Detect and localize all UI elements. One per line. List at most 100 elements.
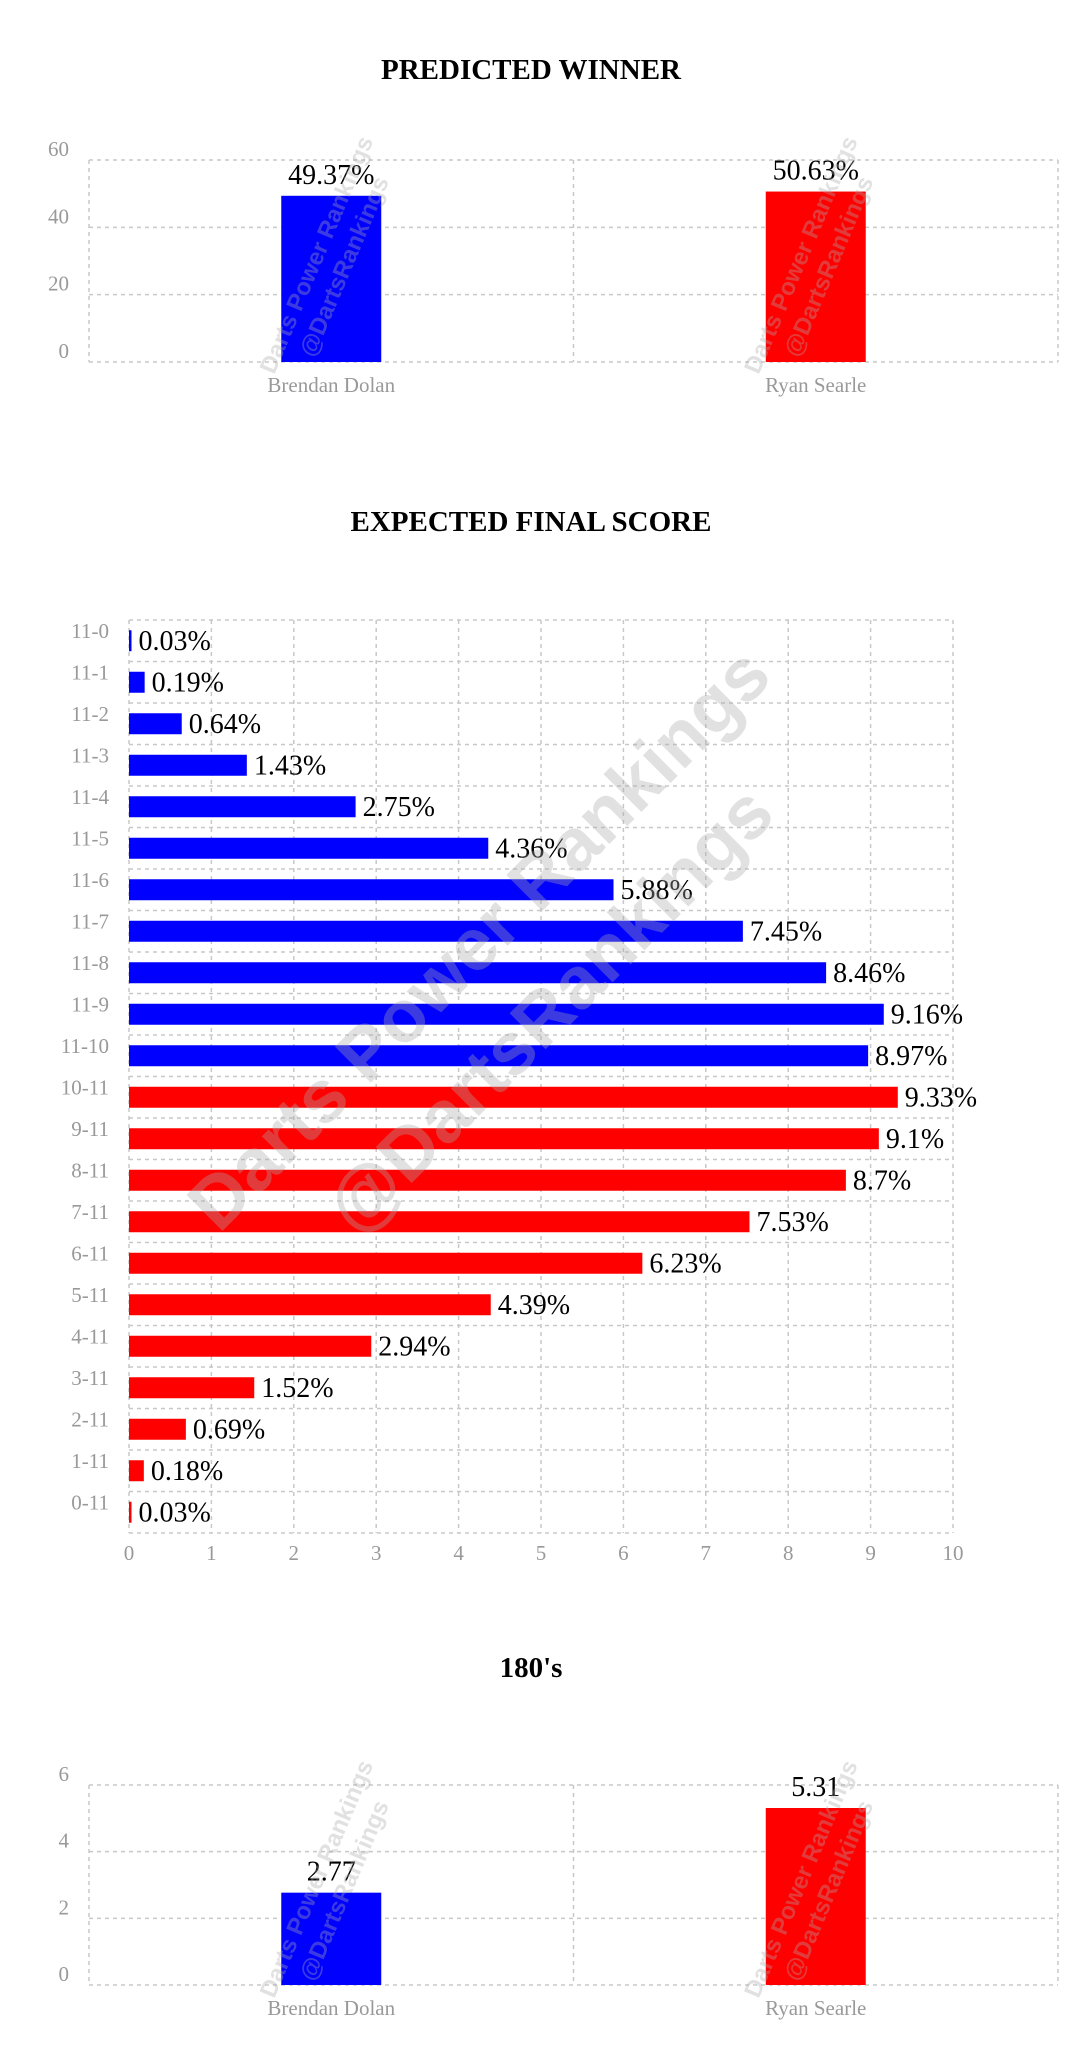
data-label: 0.19%: [152, 667, 224, 698]
data-label: 49.37%: [288, 160, 374, 191]
bar: [129, 796, 356, 818]
category-label: 10-11: [61, 1075, 109, 1099]
x-tick-label: 7: [701, 1541, 712, 1565]
category-label: 11-1: [71, 660, 109, 684]
bar: [281, 1892, 382, 1985]
bar: [129, 962, 827, 984]
y-tick-label: 4: [59, 1829, 70, 1853]
x-tick-label: 2: [289, 1541, 300, 1565]
data-label: 0.69%: [193, 1414, 265, 1445]
data-label: 2.77: [307, 1857, 356, 1888]
category-label: 1-11: [71, 1449, 109, 1473]
x-tick-label: 4: [453, 1541, 464, 1565]
bar: [129, 713, 182, 735]
x-tick-label: 9: [865, 1541, 876, 1565]
bar: [129, 837, 489, 859]
bar: [129, 1252, 643, 1274]
x-tick-label: 5: [536, 1541, 547, 1565]
x-tick-label: 0: [124, 1541, 135, 1565]
x-tick-label: 10: [943, 1541, 964, 1565]
category-label: 11-8: [71, 951, 109, 975]
bar: [129, 754, 247, 776]
category-label: 7-11: [71, 1200, 109, 1224]
bar: [129, 671, 145, 693]
y-tick-label: 0: [59, 339, 70, 363]
bar: [281, 195, 382, 362]
category-label: 8-11: [71, 1158, 109, 1182]
data-label: 1.43%: [254, 750, 326, 781]
expected-final-score-title: EXPECTED FINAL SCORE: [351, 506, 712, 538]
predicted-winner-title: PREDICTED WINNER: [381, 54, 682, 86]
category-label: 4-11: [71, 1324, 109, 1348]
data-label: 0.03%: [139, 626, 211, 657]
bar: [129, 1294, 491, 1316]
one-eighties-title: 180's: [500, 1652, 563, 1684]
data-label: 5.88%: [621, 875, 693, 906]
data-label: 2.94%: [378, 1331, 450, 1362]
category-label: 11-2: [71, 702, 109, 726]
x-tick-label: 3: [371, 1541, 382, 1565]
category-label: 2-11: [71, 1407, 109, 1431]
bar: [129, 1377, 255, 1399]
bar: [129, 1460, 144, 1482]
data-label: 4.39%: [498, 1290, 570, 1321]
category-label: 11-0: [71, 619, 109, 643]
data-label: 8.97%: [875, 1041, 947, 1072]
data-label: 6.23%: [649, 1248, 721, 1279]
bar: [765, 1808, 866, 1985]
bar: [129, 630, 132, 652]
data-label: 2.75%: [363, 792, 435, 823]
category-label: 6-11: [71, 1241, 109, 1265]
y-tick-label: 20: [48, 272, 69, 296]
bar: [765, 191, 866, 362]
bar: [129, 1086, 898, 1108]
category-label: 11-6: [71, 868, 109, 892]
data-label: 50.63%: [773, 156, 859, 187]
bar: [129, 1418, 186, 1440]
bar: [129, 1003, 884, 1025]
bar: [129, 1045, 869, 1067]
expected-final-score-chart: EXPECTED FINAL SCORE 0 1 2 3 4 5 6 7 8 9 10 11-0 0.0…: [61, 506, 977, 1565]
bar: [129, 1211, 750, 1233]
category-label: 9-11: [71, 1117, 109, 1141]
category-label: 11-10: [61, 1034, 109, 1058]
bar: [129, 1128, 879, 1150]
category-label: 11-3: [71, 743, 109, 767]
data-label: 7.45%: [750, 916, 822, 947]
category-label: 3-11: [71, 1366, 109, 1390]
category-label: Brendan Dolan: [267, 1996, 395, 2020]
data-label: 0.18%: [151, 1456, 223, 1487]
data-label: 5.31: [791, 1772, 840, 1803]
category-label: Ryan Searle: [765, 1996, 866, 2020]
bar: [129, 1501, 132, 1523]
category-label: 5-11: [71, 1283, 109, 1307]
x-tick-label: 8: [783, 1541, 794, 1565]
category-label: 11-7: [71, 909, 109, 933]
y-tick-label: 40: [48, 204, 69, 228]
data-label: 0.03%: [139, 1497, 211, 1528]
data-label: 9.1%: [886, 1124, 944, 1155]
y-tick-label: 60: [48, 137, 69, 161]
data-label: 1.52%: [261, 1373, 333, 1404]
bar: [129, 1335, 372, 1357]
x-tick-label: 1: [206, 1541, 217, 1565]
y-tick-label: 6: [59, 1762, 70, 1786]
category-label: 0-11: [71, 1490, 109, 1514]
data-label: 9.33%: [905, 1082, 977, 1113]
y-tick-label: 2: [59, 1895, 70, 1919]
bar: [129, 1169, 846, 1191]
category-label: Ryan Searle: [765, 373, 866, 397]
data-label: 0.64%: [189, 709, 261, 740]
bar: [129, 879, 614, 901]
category-label: 11-5: [71, 826, 109, 850]
category-label: 11-9: [71, 992, 109, 1016]
predicted-winner-chart: PREDICTED WINNER 0 20 40 60 49.37% Brendan Do…: [48, 54, 1059, 397]
data-label: 8.7%: [853, 1165, 911, 1196]
data-label: 4.36%: [495, 833, 567, 864]
data-label: 9.16%: [891, 999, 963, 1030]
data-label: 8.46%: [833, 958, 905, 989]
y-tick-label: 0: [59, 1962, 70, 1986]
data-label: 7.53%: [756, 1207, 828, 1238]
category-label: Brendan Dolan: [267, 373, 395, 397]
